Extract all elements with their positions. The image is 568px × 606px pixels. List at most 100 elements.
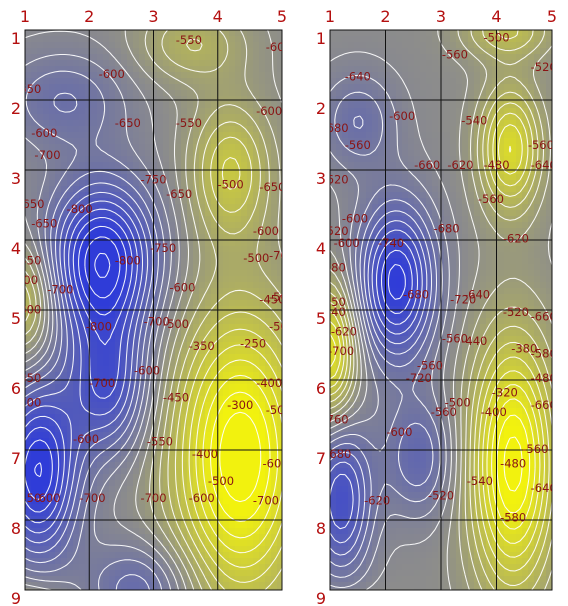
contour-value-label: -580: [531, 346, 557, 360]
contour-line: [330, 229, 423, 530]
contour-value-label: -500: [483, 30, 509, 44]
contour-value-label: -500: [269, 319, 295, 333]
contour-value-label: -520: [322, 224, 348, 238]
contour-value-label: -380: [511, 342, 537, 356]
y-tick-label: 6: [11, 379, 21, 398]
contour-value-label: -560: [345, 138, 371, 152]
contour-line: [25, 182, 154, 554]
contour-value-label: -700: [34, 148, 60, 162]
contour-value-label: -600: [342, 212, 368, 226]
contour-value-label: -520: [428, 489, 454, 503]
contour-value-label: -500: [243, 251, 269, 265]
contour-line: [209, 391, 271, 522]
contour-line: [330, 30, 552, 590]
y-tick-label: 2: [316, 99, 326, 118]
grid-lines: [24, 29, 283, 591]
contour-value-label: -560: [431, 405, 457, 419]
y-tick-label: 8: [316, 519, 326, 538]
contour-value-label: -450: [259, 293, 285, 307]
contour-value-label: -600: [34, 491, 60, 505]
contour-value-label: -380: [320, 261, 346, 275]
contour-value-label: -500: [163, 317, 189, 331]
x-tick-label: 1: [20, 7, 30, 26]
contour-value-label: -600: [263, 457, 289, 471]
y-tick-label: 5: [316, 309, 326, 328]
y-tick-label: 3: [11, 169, 21, 188]
contour-value-label: -440: [461, 334, 487, 348]
contour-lines: [25, 30, 282, 590]
heatmap-field: [330, 30, 552, 590]
contour-value-label: -620: [364, 493, 390, 507]
grid-lines: [329, 29, 553, 591]
contour-value-label: -700: [89, 376, 115, 390]
contour-line: [181, 156, 282, 583]
contour-value-label: -850: [15, 371, 41, 385]
contour-value-label: -700: [253, 493, 279, 507]
contour-line: [25, 30, 180, 590]
contour-value-label: -320: [492, 386, 518, 400]
contour-value-label: -700: [328, 344, 354, 358]
contour-value-label: -600: [253, 224, 279, 238]
contour-line: [496, 414, 531, 514]
contour-value-label: -550: [176, 116, 202, 130]
y-tick-label: 9: [316, 589, 326, 606]
contour-value-label: -600: [389, 109, 415, 123]
contour-value-label: -500: [208, 474, 234, 488]
contour-value-label: -750: [150, 241, 176, 255]
contour-value-label: -350: [189, 339, 215, 353]
contour-value-label: -650: [31, 217, 57, 231]
contour-value-label: -800: [67, 202, 93, 216]
x-tick-label: 3: [148, 7, 158, 26]
contour-value-label: -760: [322, 413, 348, 427]
contour-value-label: -680: [325, 447, 351, 461]
contour-value-label: -480: [483, 158, 509, 172]
contour-value-label: -620: [503, 231, 529, 245]
y-tick-label: 1: [316, 29, 326, 48]
contour-value-label: -650: [15, 82, 41, 96]
contour-value-label: -700: [144, 315, 170, 329]
contour-value-label: -400: [481, 405, 507, 419]
contour-line: [25, 225, 128, 500]
x-tick-label: 2: [84, 7, 94, 26]
contour-value-label: -680: [322, 121, 348, 135]
y-tick-label: 4: [11, 239, 21, 258]
contour-value-label: -560: [442, 48, 468, 62]
contour-line: [25, 216, 133, 513]
y-tick-label: 5: [11, 309, 21, 328]
contour-value-label: -650: [259, 180, 285, 194]
contour-value-label: -480: [531, 371, 557, 385]
contour-value-label: -600: [99, 67, 125, 81]
contour-value-label: -500: [269, 290, 295, 304]
contour-value-label: -600: [73, 432, 99, 446]
contour-value-label: -740: [378, 236, 404, 250]
contour-value-label: -600: [334, 236, 360, 250]
contour-value-label: -800: [86, 319, 112, 333]
contour-value-label: -720: [450, 293, 476, 307]
contour-value-label: -660: [414, 158, 440, 172]
contour-value-label: -560: [478, 192, 504, 206]
contour-value-label: -580: [500, 511, 526, 525]
contour-value-label: -500: [218, 177, 244, 191]
y-tick-label: 9: [11, 589, 21, 606]
contour-line: [219, 411, 262, 503]
contour-line: [25, 208, 138, 524]
contour-line: [188, 344, 282, 568]
x-tick-label: 4: [491, 7, 501, 26]
contour-value-label: -450: [320, 295, 346, 309]
contour-line: [330, 220, 428, 544]
contour-line: [25, 38, 282, 590]
y-tick-label: 4: [316, 239, 326, 258]
contour-value-label: -480: [500, 457, 526, 471]
contour-value-label: -520: [531, 60, 557, 74]
contour-line: [330, 74, 450, 589]
contour-line: [330, 30, 552, 590]
contour-value-label: -680: [403, 288, 429, 302]
contour-value-label: -700: [140, 491, 166, 505]
contour-line: [330, 51, 461, 590]
x-tick-label: 4: [213, 7, 223, 26]
contour-value-label: -700: [47, 283, 73, 297]
contour-line: [202, 374, 279, 539]
contour-value-label: -300: [227, 398, 253, 412]
